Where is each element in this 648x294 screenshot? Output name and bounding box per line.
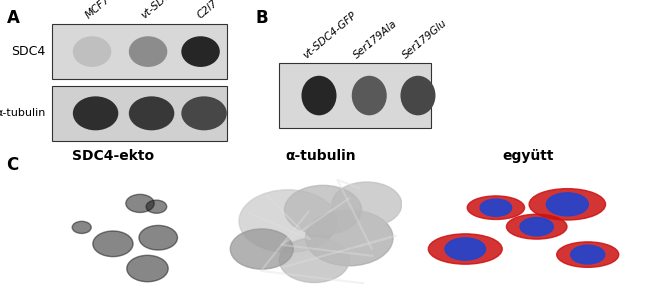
Text: SDC4: SDC4 (11, 45, 45, 58)
Ellipse shape (129, 96, 174, 130)
Circle shape (230, 229, 294, 269)
Circle shape (93, 231, 133, 257)
FancyBboxPatch shape (279, 63, 431, 128)
Circle shape (279, 238, 349, 283)
FancyBboxPatch shape (52, 24, 227, 79)
Circle shape (139, 225, 178, 250)
Ellipse shape (428, 234, 502, 264)
FancyBboxPatch shape (52, 86, 227, 141)
Ellipse shape (181, 36, 220, 67)
Circle shape (127, 255, 168, 282)
Circle shape (571, 245, 605, 264)
Text: együtt: együtt (502, 149, 554, 163)
Circle shape (72, 221, 91, 233)
Circle shape (284, 185, 362, 235)
Text: C2l7: C2l7 (195, 0, 220, 21)
Text: C: C (6, 156, 19, 174)
Ellipse shape (129, 36, 167, 67)
Circle shape (445, 238, 485, 260)
Text: SDC4-ekto: SDC4-ekto (73, 149, 154, 163)
Ellipse shape (557, 242, 619, 267)
Text: α-tubulin: α-tubulin (0, 108, 45, 118)
Text: Ser179Ala: Ser179Ala (352, 18, 399, 60)
Circle shape (146, 200, 167, 213)
Text: Ser179Glu: Ser179Glu (400, 18, 448, 60)
Text: B: B (256, 9, 268, 27)
Ellipse shape (467, 196, 524, 219)
Ellipse shape (301, 76, 336, 115)
Text: A: A (6, 9, 19, 27)
Circle shape (305, 210, 393, 266)
Text: α-tubulin: α-tubulin (286, 149, 356, 163)
Circle shape (332, 182, 402, 227)
Circle shape (546, 193, 588, 216)
Ellipse shape (529, 189, 605, 220)
Ellipse shape (73, 36, 111, 67)
Ellipse shape (507, 214, 567, 239)
Ellipse shape (352, 76, 387, 115)
Text: vt-SDC4-GFP: vt-SDC4-GFP (301, 10, 359, 60)
Circle shape (520, 218, 553, 236)
Text: MCF7: MCF7 (84, 0, 112, 21)
Text: vt-SDC4: vt-SDC4 (139, 0, 178, 21)
Circle shape (126, 194, 154, 213)
Ellipse shape (400, 76, 435, 115)
Ellipse shape (73, 96, 119, 130)
Ellipse shape (181, 96, 227, 130)
Circle shape (239, 190, 337, 252)
Circle shape (480, 199, 512, 216)
